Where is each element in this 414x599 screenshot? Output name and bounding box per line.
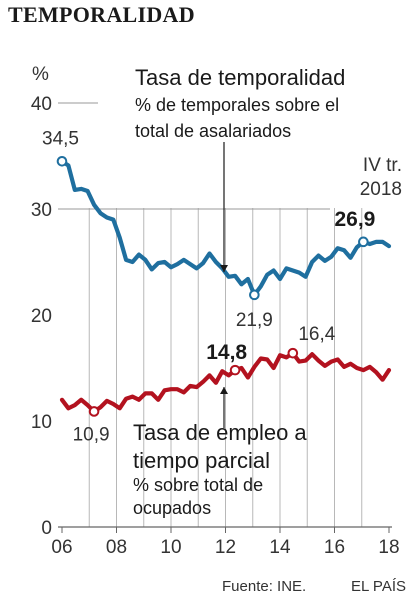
series-subtitle-parcial: % sobre total de xyxy=(133,475,263,495)
series-subtitle-parcial: ocupados xyxy=(133,498,211,518)
value-label: 21,9 xyxy=(236,310,273,331)
series-name-parcial: Tasa de empleo a xyxy=(133,420,307,445)
value-label: 10,9 xyxy=(73,424,110,445)
period-label: 2018 xyxy=(360,179,402,200)
value-label: 16,4 xyxy=(298,324,335,345)
series-line-parcial xyxy=(59,351,392,414)
series-line-temporalidad xyxy=(59,159,392,297)
x-tick-label: 10 xyxy=(160,537,181,558)
marker-temporalidad xyxy=(358,236,369,248)
marker-parcial xyxy=(88,406,100,417)
brand-label: EL PAÍS xyxy=(351,578,406,595)
x-tick-label: 06 xyxy=(51,537,72,558)
marker-temporalidad xyxy=(249,289,260,301)
y-unit-label: % xyxy=(32,64,49,85)
period-label: IV tr. xyxy=(363,155,402,176)
footer-layer: Fuente: INE. EL PAÍS xyxy=(222,578,406,595)
pointer-parcial-head xyxy=(220,387,228,394)
source-note: Fuente: INE. xyxy=(222,578,306,595)
marker-temporalidad xyxy=(56,156,68,167)
y-tick-label: 0 xyxy=(41,518,52,539)
y-tick-label: 40 xyxy=(31,94,52,115)
chart-title: TEMPORALIDAD xyxy=(8,2,195,27)
value-label: 26,9 xyxy=(334,208,375,231)
x-tick-label: 18 xyxy=(378,537,399,558)
series-subtitle-temporalidad: % de temporales sobre el xyxy=(135,95,339,115)
x-tick-label: 08 xyxy=(106,537,127,558)
x-tick-label: 12 xyxy=(215,537,236,558)
marker-parcial xyxy=(287,347,299,359)
y-tick-label: 10 xyxy=(31,412,52,433)
value-label: 34,5 xyxy=(42,128,79,149)
x-tick-label: 16 xyxy=(324,537,345,558)
value-label: 14,8 xyxy=(206,341,247,364)
series-name-temporalidad: Tasa de temporalidad xyxy=(135,65,345,90)
pointer-temporalidad-head xyxy=(220,265,228,272)
series-name-parcial: tiempo parcial xyxy=(133,448,270,473)
series-layer xyxy=(56,156,392,417)
x-tick-label: 14 xyxy=(269,537,291,558)
annotation-layer: 34,5 21,9 26,9 10,9 16,4 14,8 IV tr. 2018 Tasa d… xyxy=(42,65,402,518)
y-tick-label: 20 xyxy=(31,306,52,327)
series-subtitle-temporalidad: total de asalariados xyxy=(135,121,291,141)
y-tick-label: 30 xyxy=(31,200,52,221)
axis-layer: 0 10 20 30 40% 06 08 10 12 14 16 18 xyxy=(31,64,400,558)
marker-parcial xyxy=(229,364,241,376)
